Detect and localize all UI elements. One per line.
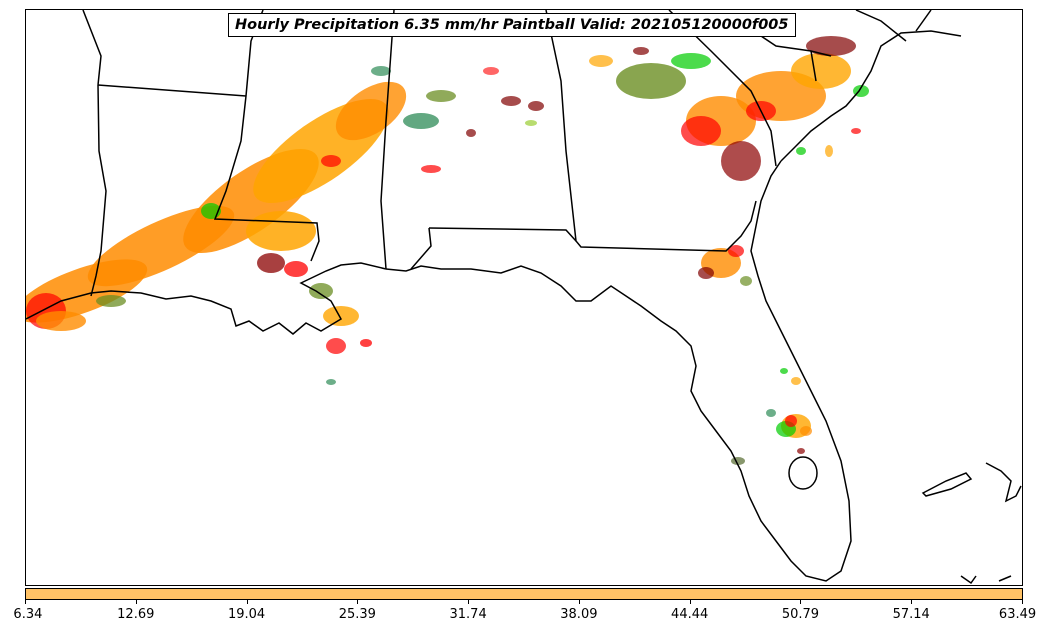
state-border bbox=[760, 35, 832, 57]
paintball-blob bbox=[36, 311, 86, 331]
paintball-blob bbox=[309, 283, 333, 299]
state-border bbox=[410, 227, 432, 270]
colorbar bbox=[25, 588, 1023, 600]
paintball-blob bbox=[335, 81, 407, 141]
paintball-blob bbox=[681, 116, 721, 146]
colorbar-tick bbox=[135, 600, 137, 604]
paintball-blob bbox=[728, 245, 744, 257]
colorbar-tick bbox=[25, 600, 26, 604]
coastline bbox=[26, 262, 387, 335]
coastline bbox=[998, 575, 1012, 582]
paintball-blob bbox=[797, 448, 805, 454]
paintball-blob bbox=[326, 338, 346, 354]
colorbar-tick bbox=[357, 600, 359, 604]
paintball-blob bbox=[800, 426, 812, 436]
state-border bbox=[810, 50, 817, 82]
paintball-blob bbox=[851, 128, 861, 134]
colorbar-tick-label: 38.09 bbox=[560, 607, 598, 622]
colorbar-tick bbox=[1022, 600, 1023, 604]
colorbar-tick-label: 6.34 bbox=[13, 607, 43, 622]
colorbar-tick-label: 19.04 bbox=[227, 607, 266, 622]
colorbar-tick-label: 12.69 bbox=[117, 607, 155, 622]
state-border bbox=[97, 84, 247, 97]
paintball-blob bbox=[528, 101, 544, 111]
paintball-blob bbox=[326, 379, 336, 385]
coastline bbox=[385, 160, 852, 582]
paintball-blob bbox=[671, 53, 711, 69]
paintball-blob bbox=[780, 368, 788, 374]
paintball-blob bbox=[825, 145, 833, 157]
colorbar-tick-label: 44.44 bbox=[671, 607, 709, 622]
colorbar-tick bbox=[689, 600, 691, 604]
coastline bbox=[921, 472, 973, 497]
paintball-blob bbox=[633, 47, 649, 55]
map-panel bbox=[25, 9, 1023, 586]
map-boundaries bbox=[26, 10, 1022, 585]
precipitation-paintballs bbox=[26, 36, 869, 465]
paintball-blob bbox=[698, 267, 714, 279]
paintball-blob bbox=[589, 55, 613, 67]
paintball-blob bbox=[96, 295, 126, 307]
coastline bbox=[780, 30, 962, 162]
paintball-blob bbox=[426, 90, 456, 102]
paintball-blob bbox=[321, 155, 341, 167]
colorbar-tick-label: 57.14 bbox=[892, 607, 930, 622]
paintball-blob bbox=[246, 211, 316, 251]
paintball-blob bbox=[766, 409, 776, 417]
paintball-blob bbox=[403, 113, 439, 129]
state-border bbox=[545, 10, 757, 252]
colorbar-tick bbox=[911, 600, 913, 604]
paintball-blob bbox=[466, 129, 476, 137]
colorbar-tick-label: 50.79 bbox=[781, 607, 820, 622]
colorbar-tick-label: 25.39 bbox=[338, 607, 376, 622]
state-border bbox=[915, 10, 932, 32]
paintball-blob bbox=[421, 165, 441, 173]
paintball-blob bbox=[806, 36, 856, 56]
paintball-blob bbox=[323, 306, 359, 326]
paintball-blob bbox=[791, 53, 851, 89]
state-border bbox=[82, 10, 102, 86]
paintball-blob bbox=[360, 339, 372, 347]
colorbar-tick bbox=[800, 600, 802, 604]
state-border bbox=[380, 10, 395, 270]
state-border bbox=[428, 227, 577, 242]
state-border bbox=[213, 10, 320, 262]
paintball-blob bbox=[483, 67, 499, 75]
paintball-blob bbox=[616, 63, 686, 99]
colorbar-tick bbox=[578, 600, 580, 604]
colorbar-tick bbox=[468, 600, 470, 604]
state-border bbox=[90, 84, 107, 297]
colorbar-tick-label: 31.74 bbox=[449, 607, 487, 622]
paintball-blob bbox=[371, 66, 391, 76]
paintball-blob bbox=[525, 120, 537, 126]
paintball-blob bbox=[501, 96, 521, 106]
colorbar-tick-label: 63.49 bbox=[998, 607, 1037, 622]
state-border bbox=[855, 10, 907, 42]
paintball-blob bbox=[785, 415, 797, 427]
map-canvas bbox=[26, 10, 1022, 585]
map-title: Hourly Precipitation 6.35 mm/hr Paintbal… bbox=[228, 13, 796, 37]
coastline bbox=[960, 575, 977, 585]
state-border bbox=[668, 10, 777, 167]
paintball-blob bbox=[796, 147, 806, 155]
paintball-blob bbox=[721, 141, 761, 181]
paintball-blob bbox=[791, 377, 801, 385]
paintball-blob bbox=[257, 253, 285, 273]
colorbar-tick bbox=[246, 600, 248, 604]
coastline bbox=[985, 462, 1022, 503]
paintball-blob bbox=[284, 261, 308, 277]
paintball-blob bbox=[740, 276, 752, 286]
lake-okeechobee bbox=[788, 456, 818, 490]
